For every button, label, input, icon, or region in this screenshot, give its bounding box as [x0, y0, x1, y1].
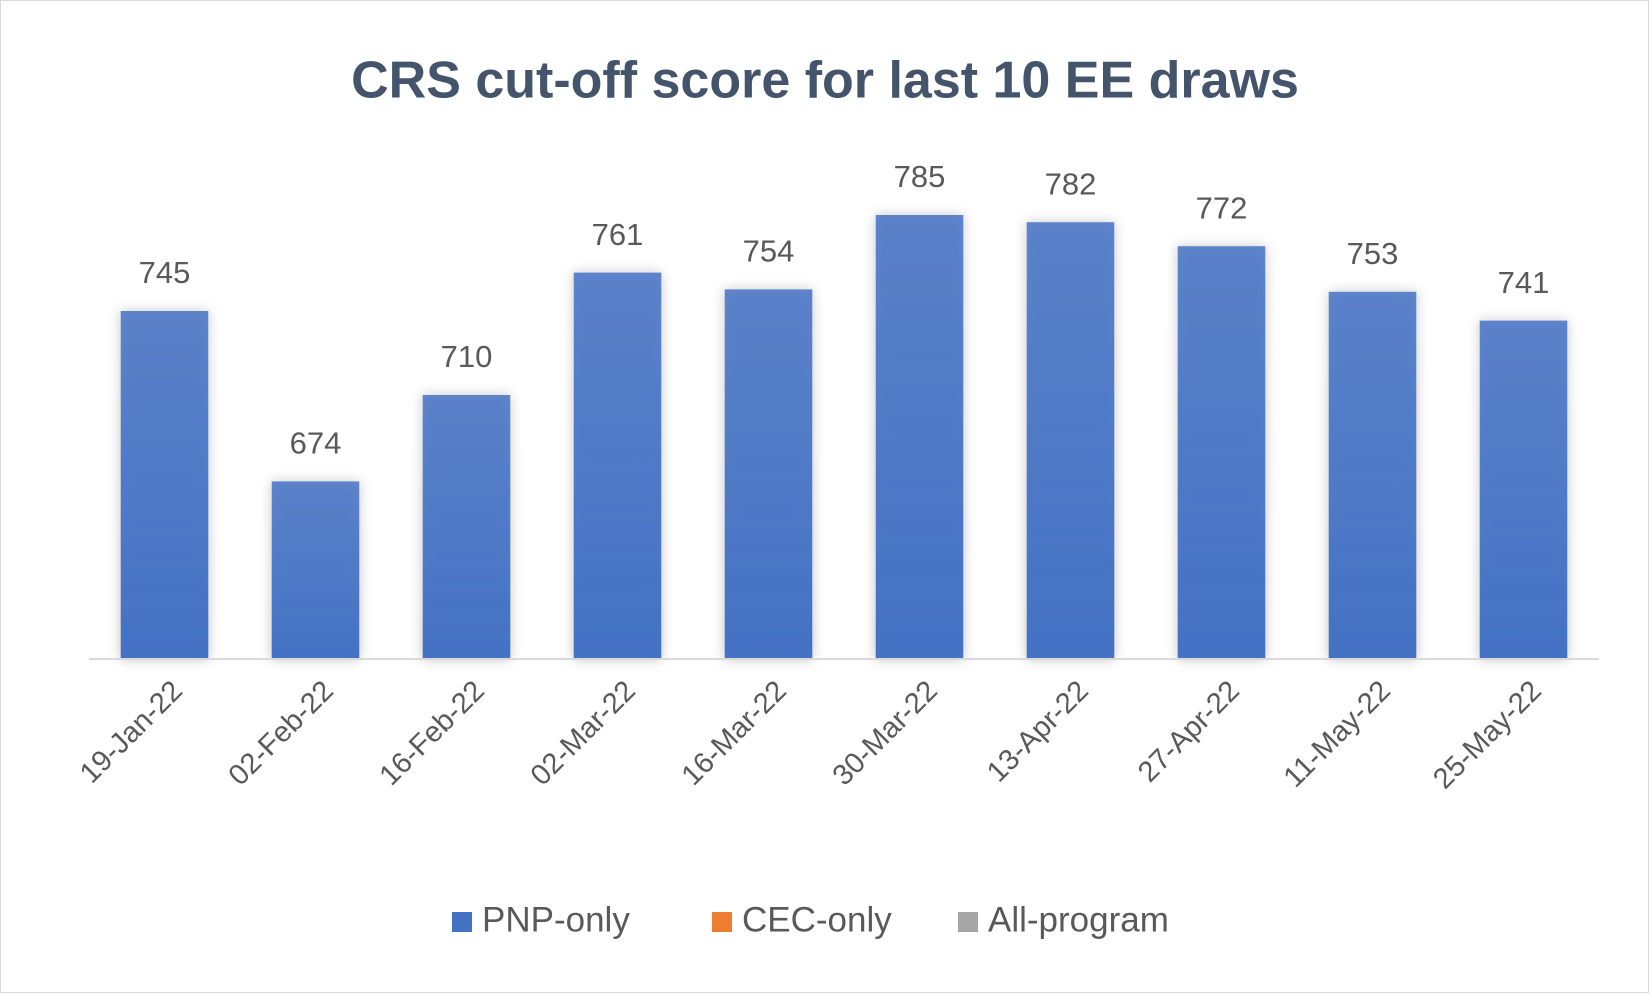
- data-label: 710: [441, 339, 493, 374]
- data-label: 753: [1347, 236, 1399, 271]
- bar: [271, 481, 360, 659]
- legend-label: CEC-only: [742, 900, 892, 939]
- legend-label: PNP-only: [482, 900, 630, 939]
- bar: [875, 215, 964, 659]
- data-label: 772: [1196, 190, 1248, 225]
- data-label: 785: [894, 159, 946, 194]
- chart-title: CRS cut-off score for last 10 EE draws: [351, 52, 1299, 110]
- data-label: 674: [290, 426, 342, 461]
- legend-label: All-program: [988, 900, 1169, 939]
- legend-swatch: [452, 912, 472, 932]
- data-label: 745: [139, 255, 191, 290]
- bar: [724, 289, 813, 659]
- bar: [1026, 222, 1115, 659]
- bar: [120, 311, 209, 659]
- bar: [422, 395, 511, 659]
- bar: [1479, 320, 1568, 659]
- data-label: 741: [1498, 265, 1550, 300]
- bar: [573, 272, 662, 659]
- legend-swatch: [958, 912, 978, 932]
- data-label: 761: [592, 217, 644, 252]
- bar: [1328, 291, 1417, 659]
- legend-swatch: [712, 912, 732, 932]
- data-label: 754: [743, 234, 795, 269]
- data-label: 782: [1045, 166, 1097, 201]
- bar: [1177, 246, 1266, 659]
